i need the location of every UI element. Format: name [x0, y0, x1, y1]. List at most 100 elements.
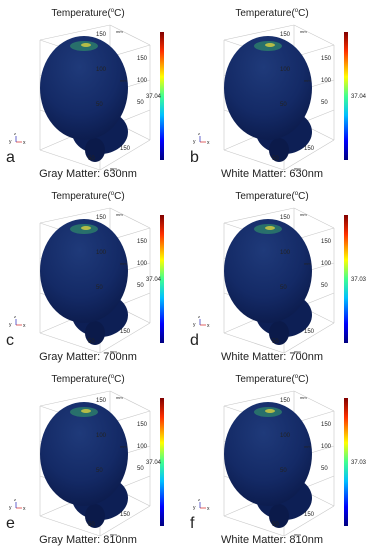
brain: [224, 219, 312, 323]
z-tick-label: 100: [280, 433, 291, 439]
y-unit: mm: [120, 261, 127, 266]
x-tick-label: 50: [88, 339, 95, 345]
x-unit: mm: [294, 166, 301, 171]
colorbar: [160, 398, 164, 526]
panel-letter: d: [190, 332, 199, 349]
z-tick-label: 150: [280, 32, 291, 38]
panel-caption: Gray Matter: 810nm: [39, 534, 137, 546]
axis-line: [39, 24, 111, 41]
x-unit: mm: [294, 349, 301, 354]
panel: Temperature(oC) 37.04 150 100 50 mm 150 100 50 mm…: [6, 374, 164, 546]
y-tick-label: 50: [321, 283, 328, 289]
triad-label: y: [193, 139, 196, 145]
y-tick-label: 100: [321, 444, 332, 450]
z-tick-label: 100: [280, 67, 291, 73]
z-tick-label: 50: [96, 468, 103, 474]
colorbar: [344, 215, 348, 343]
title-part: o: [295, 8, 299, 14]
colorbar-label: 37.04: [351, 94, 367, 100]
z-unit: mm: [300, 212, 307, 217]
triad-label: x: [207, 506, 210, 512]
axis-line: [283, 505, 335, 537]
panel-title: Temperature(oC): [51, 8, 124, 19]
title-part: Temperature(: [235, 374, 295, 385]
y-unit: mm: [304, 261, 311, 266]
y-tick-label: 150: [321, 422, 332, 428]
y-tick-label: 150: [137, 56, 148, 62]
z-tick-label: 150: [96, 32, 107, 38]
axis-line: [99, 139, 151, 171]
panel-caption: Gray Matter: 630nm: [39, 168, 137, 180]
z-tick-label: 150: [280, 215, 291, 221]
panel-letter: f: [190, 515, 195, 532]
colorbar-label: 37.03: [351, 460, 367, 466]
triad-label: y: [9, 505, 12, 511]
x-tick-label: 150: [120, 512, 131, 518]
axis-line: [283, 139, 335, 171]
triad-label: y: [193, 322, 196, 328]
title-part: C): [114, 374, 125, 385]
title-part: C): [298, 191, 309, 202]
title-part: C): [298, 374, 309, 385]
y-tick-label: 100: [137, 261, 148, 267]
hotspot-core: [265, 226, 275, 230]
z-unit: mm: [116, 212, 123, 217]
triad-label: z: [14, 497, 16, 502]
y-unit: mm: [120, 78, 127, 83]
panel-caption: White Matter: 810nm: [221, 534, 323, 546]
x-tick-label: 50: [272, 156, 279, 162]
colorbar: [160, 215, 164, 343]
panel-letter: b: [190, 149, 199, 166]
colorbar: [344, 32, 348, 160]
z-unit: mm: [116, 395, 123, 400]
x-tick-label: 50: [88, 522, 95, 528]
z-tick-label: 50: [96, 285, 103, 291]
axis-line: [293, 24, 335, 46]
x-tick-label: 150: [304, 146, 315, 152]
title-part: Temperature(: [235, 8, 295, 19]
axis-line: [223, 24, 295, 41]
y-tick-label: 50: [321, 100, 328, 106]
axis-line: [293, 207, 335, 229]
y-tick-label: 100: [321, 78, 332, 84]
title-part: o: [111, 374, 115, 380]
panel-title: Temperature(oC): [235, 374, 308, 385]
brain: [224, 36, 312, 140]
hotspot-core: [81, 43, 91, 47]
colorbar-label: 37.04: [146, 94, 162, 100]
title-part: o: [295, 191, 299, 197]
axis-line: [223, 332, 285, 354]
panel-title: Temperature(oC): [51, 374, 124, 385]
panel: Temperature(oC) 37.04 150 100 50 mm 150 100 50 mm…: [6, 191, 164, 363]
y-tick-label: 50: [321, 466, 328, 472]
title-part: o: [295, 374, 299, 380]
z-unit: mm: [300, 29, 307, 34]
triad-label: z: [198, 314, 200, 319]
y-tick-label: 150: [137, 422, 148, 428]
x-tick-label: 150: [120, 329, 131, 335]
axis-line: [109, 390, 151, 412]
y-tick-label: 150: [321, 56, 332, 62]
brain-stem: [269, 321, 289, 345]
title-part: C): [114, 8, 125, 19]
z-tick-label: 150: [96, 398, 107, 404]
triad-label: y: [9, 139, 12, 145]
axis-line: [293, 390, 335, 412]
colorbar-label: 37.04: [146, 277, 162, 283]
x-tick-label: 50: [88, 156, 95, 162]
triad-label: y: [9, 322, 12, 328]
title-part: C): [114, 191, 125, 202]
z-tick-label: 100: [280, 250, 291, 256]
brain: [224, 402, 312, 506]
y-tick-label: 100: [137, 78, 148, 84]
x-tick-label: 50: [272, 339, 279, 345]
y-tick-label: 50: [137, 100, 144, 106]
brain-stem: [269, 138, 289, 162]
x-unit: mm: [294, 532, 301, 537]
hotspot-core: [81, 409, 91, 413]
y-unit: mm: [304, 444, 311, 449]
axis-line: [109, 24, 151, 46]
y-tick-label: 150: [321, 239, 332, 245]
triad-label: z: [198, 497, 200, 502]
axis-line: [223, 207, 295, 224]
